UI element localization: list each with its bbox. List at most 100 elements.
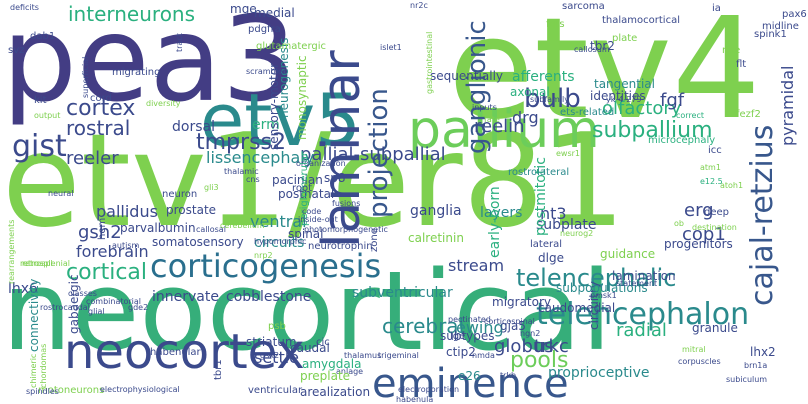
word-corticogenesis: corticogenesis (150, 247, 382, 285)
word-inside-out: inside-out (298, 215, 338, 224)
word-retrosplenial: retrosplenial (20, 259, 70, 268)
word-subtypes: subtypes (440, 329, 495, 343)
word-cop1: cop1 (682, 224, 726, 245)
word-atm1: atm1 (700, 163, 721, 172)
word-root: root (292, 183, 313, 194)
word-svz: svz (8, 45, 25, 56)
word-identities: identities (590, 89, 646, 103)
word-arealization: arealization (300, 385, 371, 399)
word-inputs: inputs (472, 103, 497, 112)
word-prostate: prostate (166, 203, 217, 217)
word-habenula: habenula (396, 395, 434, 404)
word-eminence: eminence (372, 361, 569, 404)
word-guidance: guidance (600, 247, 656, 261)
word-bulb: bulb (524, 84, 581, 114)
word-gja5: gja5 (500, 319, 526, 333)
word-cortex: cortex (66, 96, 136, 121)
word-islet1: islet1 (380, 43, 402, 52)
word-telencephalic: telencephalic (516, 264, 677, 292)
word-reelin: reelin (474, 116, 525, 137)
word-tmprss2: tmprss2 (196, 130, 286, 155)
word-e12-5: e12.5 (700, 177, 723, 186)
word-deficits: deficits (10, 3, 39, 12)
word-fusions: fusions (332, 199, 361, 208)
word-electrophysiological: electrophysiological (100, 385, 180, 394)
word-gsx2: gsx2 (260, 351, 280, 360)
word-rise: rise (722, 45, 741, 56)
word-photomorphogenetic: photomorphogenetic (304, 225, 388, 234)
word-ets-related: ets-related (560, 107, 615, 118)
word-gli3: gli3 (204, 183, 219, 192)
word-rostrolateral: rostrolateral (508, 167, 570, 178)
word-innervate: innervate (152, 289, 219, 305)
word-ewsr1: ewsr1 (556, 149, 581, 158)
word-thalamocortical: thalamocortical (602, 15, 680, 26)
word-callosal: callosal (196, 225, 226, 234)
word-cic: cic (316, 337, 330, 348)
word-early-born: early-born (487, 186, 503, 258)
word-lhx2: lhx2 (750, 345, 776, 359)
word-flt: flt (736, 59, 747, 70)
word-subfamily: subfamily (530, 95, 570, 104)
word-superficial: superficial (81, 56, 90, 98)
word-habenular: habenular (150, 347, 201, 358)
word-ctip2: ctip2 (446, 345, 476, 359)
word-striatum: striatum (246, 335, 297, 349)
word-sequentially: sequentially (430, 69, 504, 83)
word-output: output (34, 111, 61, 120)
word-tbr1: tbr1 (213, 359, 224, 380)
word-caudal: caudal (290, 341, 330, 355)
word-scrambler: scrambler (246, 67, 287, 76)
word-chimeric: chimeric (29, 353, 38, 388)
word-pmsk1: pmsk1 (590, 291, 617, 300)
word-ventral: ventral (250, 212, 307, 231)
word-gsh2: gsh2 (78, 222, 122, 243)
word-lateral: lateral (530, 239, 562, 250)
word-rearrangements: rearrangements (7, 219, 16, 284)
word-brn1a: brn1a (744, 361, 768, 370)
word-nt3: nt3 (540, 204, 567, 223)
word-parvalbumin: parvalbumin (120, 221, 196, 235)
word-nr2c: nr2c (410, 1, 428, 10)
word-pea3: pea3 (2, 0, 297, 128)
word-rostrocaudal: rostrocaudal (40, 303, 90, 312)
word-neuron: neuron (162, 189, 198, 200)
word-postnatal: postnatal (278, 187, 335, 201)
word-pallial-subpallial: pallial-subpallial (300, 144, 446, 165)
word-dab1: dab1 (30, 31, 56, 42)
word-afferents: afferents (512, 69, 575, 85)
word-yk-4-279: yk-4-279 (606, 95, 642, 104)
word-circuits: circuits (254, 235, 305, 251)
word-organization: organization (296, 159, 346, 168)
word-fate: fate (484, 115, 500, 124)
word-gist: gist (12, 129, 67, 164)
word-radial: radial (616, 320, 667, 341)
word-mitral: mitral (682, 345, 706, 354)
word-lamination: lamination (612, 269, 676, 283)
word-neocortical: neocortical (2, 247, 612, 375)
word-rostral: rostral (66, 116, 131, 140)
word-fgfs: fgfs (546, 19, 565, 30)
word-stream: stream (448, 256, 505, 275)
word-retrospl: retrospl (22, 259, 53, 268)
word-subpallium: subpallium (592, 118, 713, 143)
word-cns: cns (246, 175, 260, 184)
word-classes: classes (68, 289, 97, 298)
word-proprioceptive: proprioceptive (548, 365, 650, 381)
word-cerebellum: cerebellum (220, 221, 265, 230)
word-telencephalon: telencephalon (536, 297, 750, 332)
word-sarcoma: sarcoma (562, 1, 605, 12)
word-microcephaly: microcephaly (648, 135, 716, 146)
word-cerebral: cerebral (382, 314, 465, 338)
word-reeler: reeler (66, 148, 119, 169)
word-ob: ob (674, 219, 684, 228)
word-lhx6: lhx6 (8, 281, 38, 297)
word-erg: erg (684, 200, 714, 221)
word-spindles: spindles (26, 387, 59, 396)
word-calretinin: calretinin (408, 231, 464, 245)
word-progenitors: progenitors (664, 237, 733, 251)
word-psb: psb (268, 321, 286, 332)
word-code: code (302, 207, 322, 216)
word-pallidus: pallidus (96, 202, 158, 221)
word-neurog2: neurog2 (560, 229, 594, 238)
